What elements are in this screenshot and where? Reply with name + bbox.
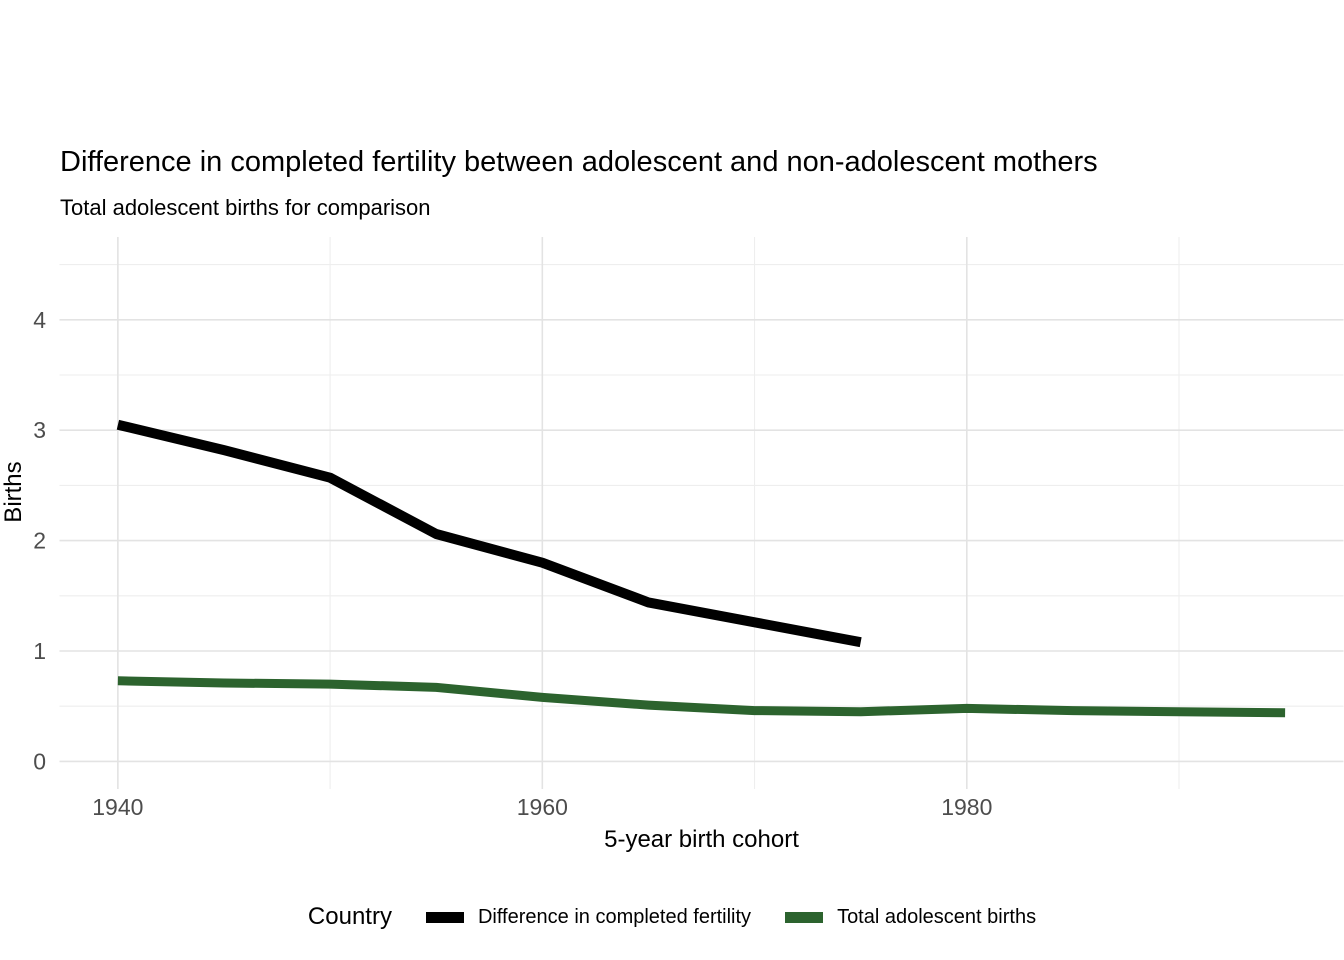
y-tick-label: 0 (33, 748, 46, 774)
legend: Country Difference in completed fertilit… (0, 903, 1344, 931)
y-tick-label: 3 (33, 417, 46, 443)
legend-label-difference: Difference in completed fertility (477, 905, 752, 928)
series-line-total-births (117, 676, 1286, 718)
y-tick-label: 2 (33, 528, 46, 554)
y-tick-label: 4 (33, 307, 46, 333)
chart-subtitle: Total adolescent births for comparison (60, 195, 431, 220)
x-axis-title: 5-year birth cohort (604, 826, 799, 853)
series-line-difference (116, 419, 862, 648)
legend-key-difference-swatch (425, 911, 464, 923)
y-axis-title: Births (0, 461, 27, 523)
x-tick-label: 1980 (941, 794, 992, 820)
y-tick-label: 1 (33, 638, 46, 664)
legend-title: Country (307, 903, 392, 930)
legend-item-total-births: Total adolescent births (785, 906, 1036, 929)
legend-label-total-births: Total adolescent births (837, 905, 1037, 928)
chart-title: Difference in completed fertility betwee… (60, 146, 1098, 178)
x-tick-label: 1960 (517, 794, 568, 820)
legend-item-difference: Difference in completed fertility (425, 905, 752, 929)
legend-key-total-births-swatch (785, 911, 824, 923)
x-tick-label: 1940 (92, 794, 143, 820)
